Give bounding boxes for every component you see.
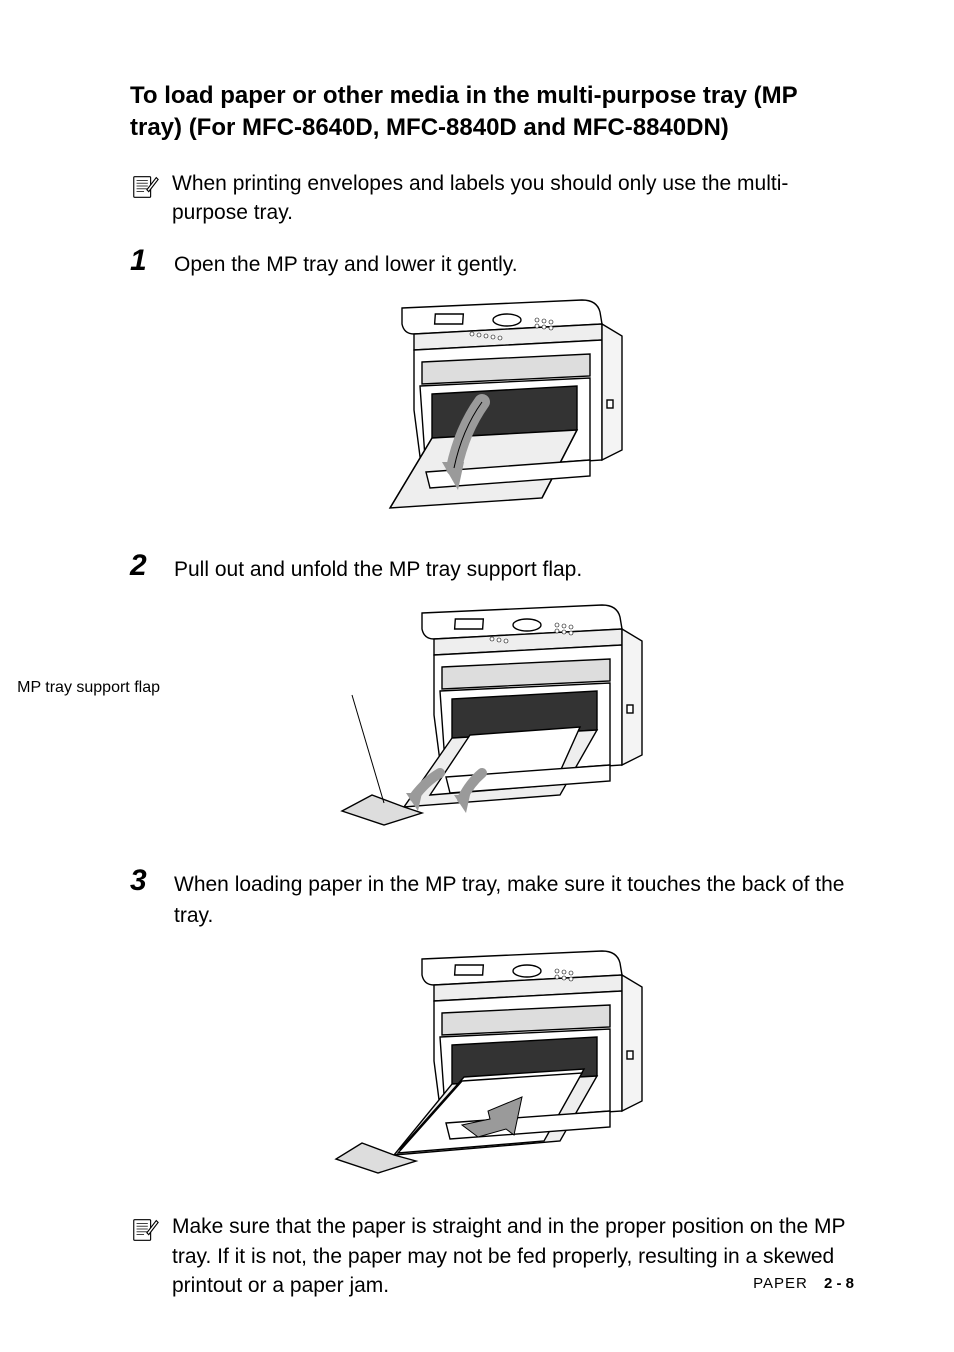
step-1: 1 Open the MP tray and lower it gently. bbox=[130, 246, 854, 280]
note-block-top: When printing envelopes and labels you s… bbox=[130, 169, 854, 228]
note-block-bottom: Make sure that the paper is straight and… bbox=[130, 1212, 854, 1300]
note-text-top: When printing envelopes and labels you s… bbox=[172, 169, 854, 228]
figure-3 bbox=[130, 941, 854, 1186]
step-2-text: Pull out and unfold the MP tray support … bbox=[174, 551, 582, 585]
figure-2: MP tray support flap bbox=[130, 595, 854, 840]
note-text-bottom: Make sure that the paper is straight and… bbox=[172, 1212, 854, 1300]
step-3-number: 3 bbox=[130, 866, 154, 896]
footer-section: PAPER bbox=[753, 1275, 808, 1292]
figure-1 bbox=[130, 290, 854, 525]
step-1-number: 1 bbox=[130, 246, 154, 276]
step-2-number: 2 bbox=[130, 551, 154, 581]
note-icon bbox=[130, 171, 160, 201]
page-heading: To load paper or other media in the mult… bbox=[130, 80, 854, 145]
step-3-text: When loading paper in the MP tray, make … bbox=[174, 866, 854, 931]
step-2: 2 Pull out and unfold the MP tray suppor… bbox=[130, 551, 854, 585]
step-1-text: Open the MP tray and lower it gently. bbox=[174, 246, 518, 280]
callout-flap-label: MP tray support flap bbox=[0, 679, 160, 697]
page-footer: PAPER 2 - 8 bbox=[753, 1275, 854, 1292]
step-3: 3 When loading paper in the MP tray, mak… bbox=[130, 866, 854, 931]
note-icon bbox=[130, 1214, 160, 1244]
footer-page: 2 - 8 bbox=[824, 1275, 854, 1292]
